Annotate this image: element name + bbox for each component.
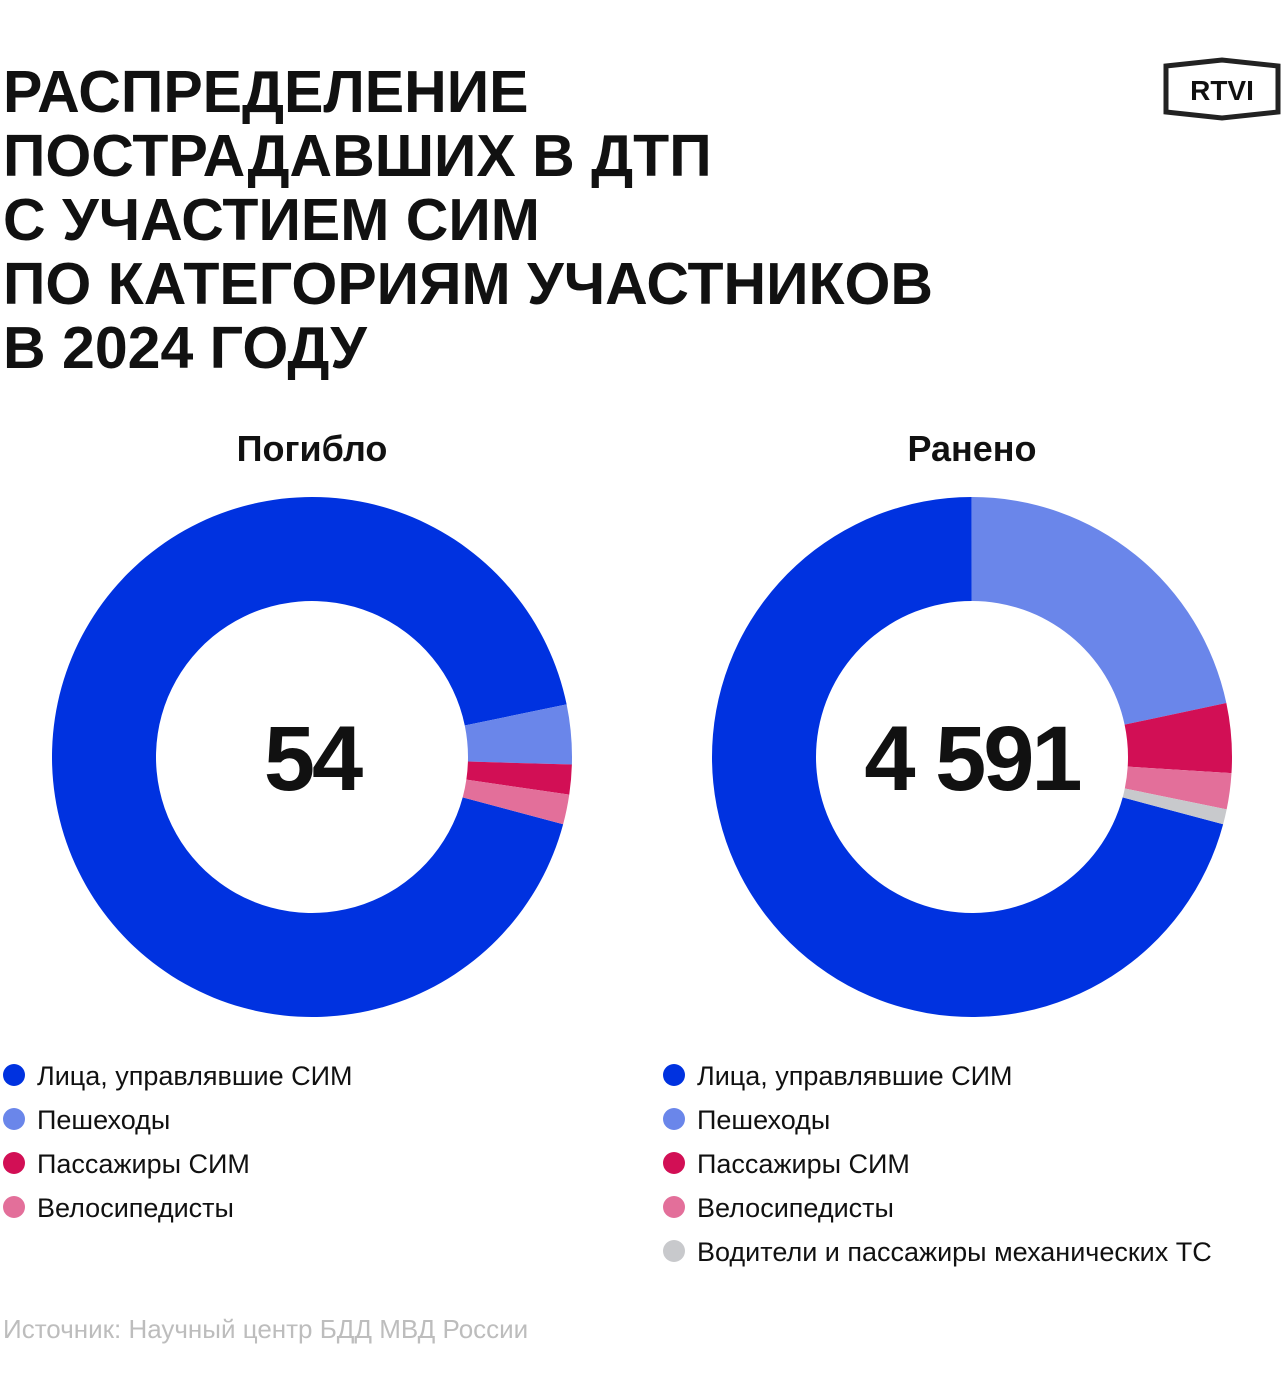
donut-segment bbox=[462, 779, 570, 825]
donut-segment bbox=[971, 497, 1227, 725]
legend-swatch bbox=[3, 1108, 25, 1130]
donut-segment bbox=[712, 497, 1224, 1017]
donut-segment bbox=[1124, 766, 1232, 810]
legend-swatch bbox=[663, 1240, 685, 1262]
center-label: 4 591 bbox=[864, 708, 1080, 810]
legend-label: Велосипедисты bbox=[697, 1193, 894, 1223]
legend-label: Пассажиры СИМ bbox=[697, 1149, 910, 1179]
center-label: 54 bbox=[264, 708, 363, 810]
legend-swatch bbox=[663, 1152, 685, 1174]
logo-frame bbox=[1163, 57, 1281, 121]
logo: RTVI bbox=[1163, 57, 1281, 121]
legend-label: Велосипедисты bbox=[37, 1193, 234, 1223]
legend-label: Лица, управлявшие СИМ bbox=[37, 1061, 353, 1091]
title-line: РАСПРЕДЕЛЕНИЕ bbox=[3, 59, 529, 125]
legend-label: Пешеходы bbox=[697, 1105, 830, 1135]
legend-label: Лица, управлявшие СИМ bbox=[697, 1061, 1013, 1091]
donut-segment bbox=[51, 496, 567, 1018]
legend-swatch bbox=[663, 1196, 685, 1218]
legend-swatch bbox=[663, 1108, 685, 1130]
title-line: ПО КАТЕГОРИЯМ УЧАСТНИКОВ bbox=[3, 251, 933, 317]
legend-label: Пешеходы bbox=[37, 1105, 170, 1135]
title-line: С УЧАСТИЕМ СИМ bbox=[3, 187, 540, 253]
chart-title: Погибло bbox=[237, 428, 388, 469]
donut-segment bbox=[1124, 703, 1233, 774]
donut-segment bbox=[466, 761, 572, 795]
legend-label: Пассажиры СИМ bbox=[37, 1149, 250, 1179]
legend-label: Водители и пассажиры механических ТС bbox=[697, 1237, 1212, 1267]
legend-swatch bbox=[3, 1152, 25, 1174]
chart-title: Ранено bbox=[907, 428, 1036, 469]
donut-segment bbox=[1122, 788, 1227, 825]
source: Источник: Научный центр БДД МВД России bbox=[3, 1314, 528, 1344]
legend-swatch bbox=[663, 1064, 685, 1086]
title-line: В 2024 ГОДУ bbox=[3, 315, 368, 381]
legend-swatch bbox=[3, 1196, 25, 1218]
donut-segment bbox=[464, 704, 572, 765]
logo-text: RTVI bbox=[1190, 75, 1254, 106]
title-line: ПОСТРАДАВШИХ В ДТП bbox=[3, 123, 712, 189]
legend-swatch bbox=[3, 1064, 25, 1086]
